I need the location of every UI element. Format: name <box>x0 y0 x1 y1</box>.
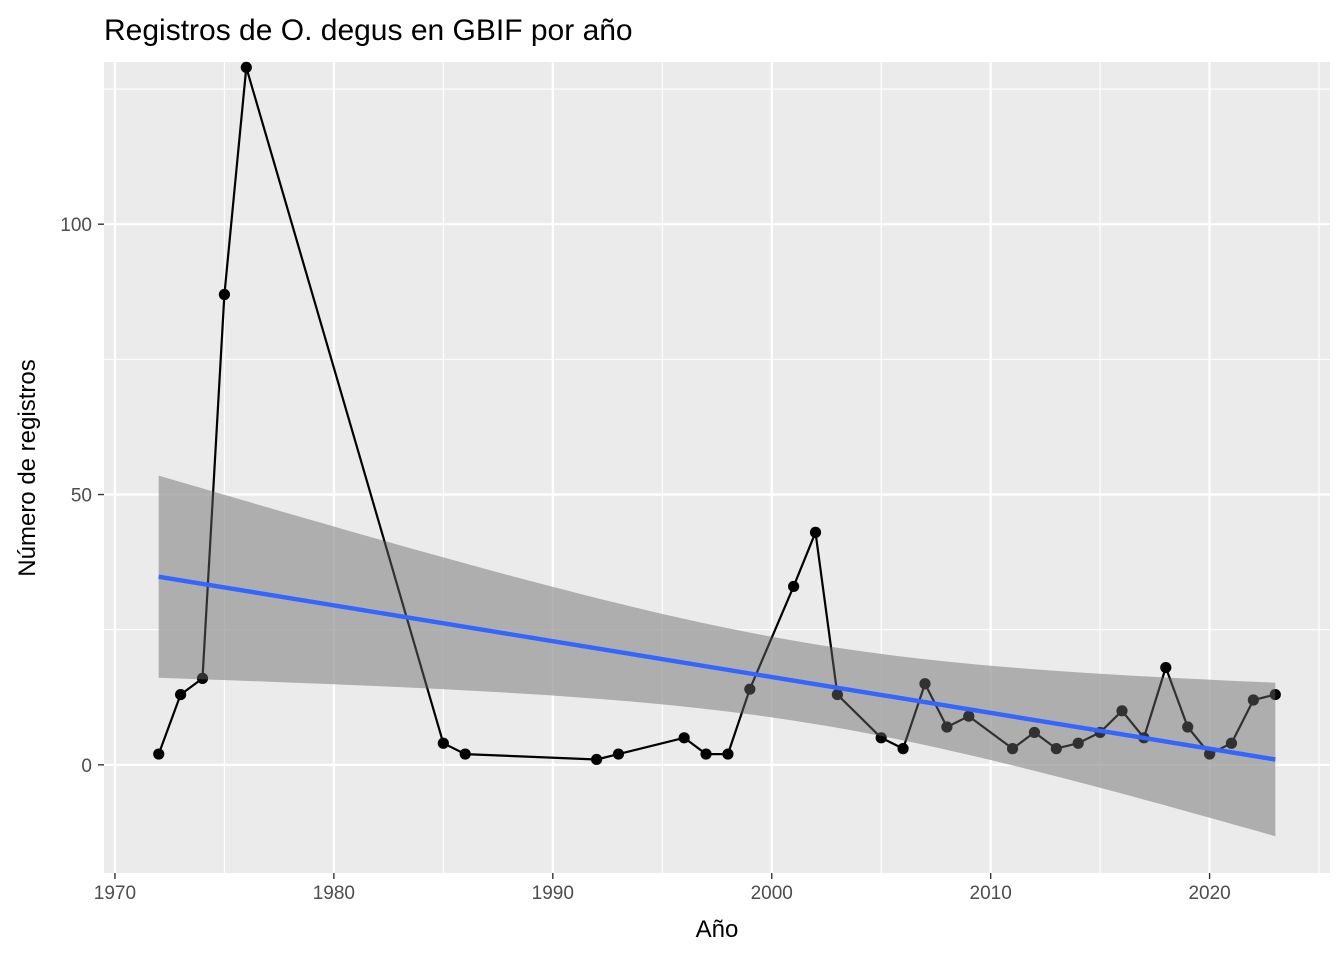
data-point <box>919 678 931 690</box>
data-point <box>590 753 603 766</box>
data-point <box>240 61 252 74</box>
data-point <box>1006 743 1019 755</box>
x-tick-label: 2000 <box>751 883 793 904</box>
x-tick-label: 2020 <box>1188 883 1230 904</box>
data-point <box>744 683 756 695</box>
trend-line-top <box>158 574 1276 762</box>
data-point <box>196 672 209 684</box>
data-point <box>809 526 822 538</box>
data-point <box>678 732 690 744</box>
confidence-band-layer <box>158 475 1276 837</box>
data-point <box>437 737 449 749</box>
confidence-band-overlay <box>158 475 1276 837</box>
x-tick-label: 2010 <box>970 883 1012 904</box>
x-tick-label: 1990 <box>532 883 574 904</box>
axis-ticks <box>98 223 1211 879</box>
data-point <box>1050 743 1062 755</box>
confidence-band <box>158 475 1276 837</box>
data-point <box>788 580 800 593</box>
x-axis-title: Año <box>696 916 739 943</box>
y-tick-label: 100 <box>60 215 92 236</box>
data-point <box>1028 726 1041 739</box>
data-point <box>1072 737 1084 749</box>
chart-title: Registros de O. degus en GBIF por año <box>104 14 633 47</box>
data-point <box>897 743 909 755</box>
x-tick-label: 1970 <box>94 883 136 904</box>
grid-minor <box>104 62 1330 873</box>
data-point <box>175 688 187 701</box>
data-point <box>1269 688 1281 701</box>
data-point <box>700 748 712 760</box>
data-point <box>963 710 975 722</box>
data-point <box>831 688 844 701</box>
data-point <box>153 748 165 760</box>
grid-major <box>104 62 1330 873</box>
data-point <box>1182 721 1194 733</box>
data-point <box>1116 705 1128 717</box>
tick-labels: 1970 1980 1990 2000 2010 2020 0 50 100 <box>60 215 1230 904</box>
data-point <box>612 748 625 760</box>
series-line <box>157 66 1276 761</box>
y-axis-title: Número de registros <box>14 359 41 576</box>
data-point <box>941 721 953 733</box>
data-point <box>1160 661 1172 674</box>
y-tick-label: 50 <box>71 486 92 507</box>
data-points <box>153 61 1281 837</box>
data-point <box>218 288 231 301</box>
data-point <box>1225 737 1238 749</box>
data-point <box>1247 694 1259 706</box>
x-tick-label: 1980 <box>313 883 355 904</box>
y-tick-label: 0 <box>81 756 92 777</box>
series-line-layer <box>157 66 1276 761</box>
data-point <box>722 748 734 760</box>
data-point <box>459 748 471 760</box>
data-point <box>875 732 887 744</box>
